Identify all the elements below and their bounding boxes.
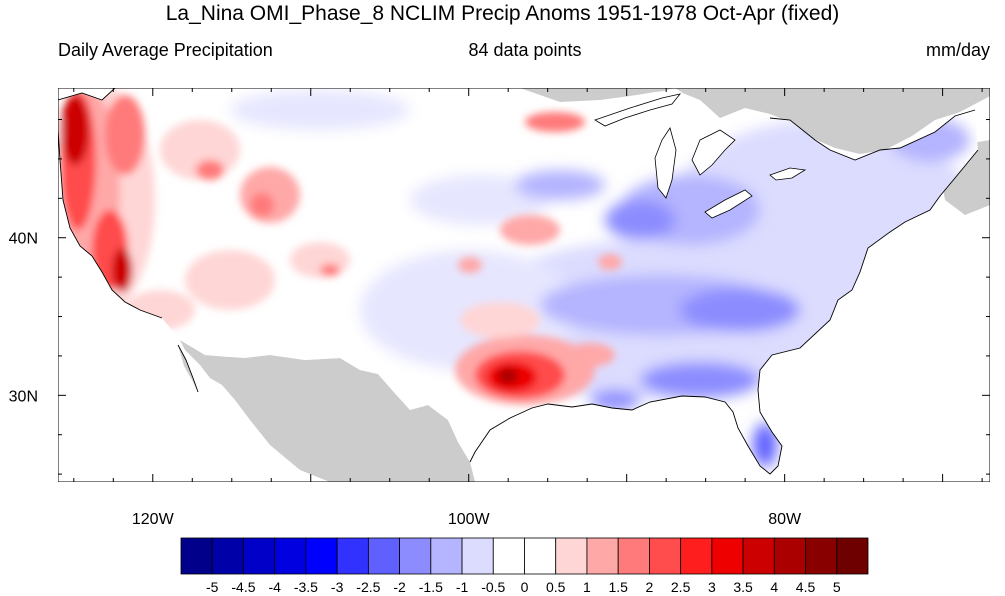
colorbar-label: 1 bbox=[583, 579, 591, 595]
lake-huron bbox=[691, 129, 736, 176]
colorbar-label: 4.5 bbox=[796, 579, 816, 595]
colorbar-swatch bbox=[555, 537, 588, 575]
x-tick-label: 120W bbox=[132, 511, 175, 528]
colorbar-label: 2.5 bbox=[671, 579, 691, 595]
colorbar-swatch bbox=[399, 537, 432, 575]
colorbar-label: 4 bbox=[770, 579, 778, 595]
colorbar-label: 0 bbox=[521, 579, 529, 595]
colorbar-swatch bbox=[180, 537, 213, 575]
colorbar-swatch bbox=[336, 537, 369, 575]
colorbar-swatch bbox=[524, 537, 557, 575]
colorbar-swatch bbox=[680, 537, 713, 575]
data-points-label: 84 data points bbox=[468, 40, 582, 60]
colorbar-swatch bbox=[492, 537, 525, 575]
colorbar-label: -4.5 bbox=[231, 579, 255, 595]
colorbar-label: 1.5 bbox=[608, 579, 628, 595]
colorbar-swatch bbox=[805, 537, 838, 575]
colorbar-label: -1.5 bbox=[419, 579, 443, 595]
y-tick-label: 40N bbox=[9, 231, 38, 248]
colorbar-label: 0.5 bbox=[546, 579, 566, 595]
y-tick-label: 30N bbox=[9, 388, 38, 405]
lake-superior bbox=[594, 93, 682, 127]
colorbar-swatch bbox=[773, 537, 806, 575]
colorbar-label: 3.5 bbox=[733, 579, 753, 595]
colorbar-label: -3 bbox=[331, 579, 344, 595]
colorbar-swatch bbox=[649, 537, 682, 575]
colorbar-label: -2.5 bbox=[356, 579, 380, 595]
variable-label: Daily Average Precipitation bbox=[58, 40, 273, 60]
x-tick-label: 80W bbox=[768, 511, 802, 528]
colorbar-label: 5 bbox=[833, 579, 841, 595]
colorbar-swatch bbox=[461, 537, 494, 575]
colorbar-label: -1 bbox=[456, 579, 469, 595]
canada-land-mask bbox=[520, 88, 990, 154]
colorbar-swatch bbox=[274, 537, 307, 575]
colorbar-label: -4 bbox=[268, 579, 281, 595]
map-axes: 120W 100W 80W 40N 30N bbox=[9, 88, 990, 528]
colorbar-label: -3.5 bbox=[294, 579, 318, 595]
colorbar-label: -2 bbox=[393, 579, 406, 595]
lake-erie bbox=[704, 189, 753, 219]
colorbar-swatch bbox=[243, 537, 276, 575]
colorbar-label: -5 bbox=[206, 579, 219, 595]
colorbar-swatch bbox=[836, 537, 869, 575]
map-title: La_Nina OMI_Phase_8 NCLIM Precip Anoms 1… bbox=[165, 2, 840, 25]
baja-peninsula bbox=[178, 345, 198, 392]
x-tick-label: 100W bbox=[448, 511, 491, 528]
colorbar-swatch bbox=[367, 537, 400, 575]
colorbar-swatch bbox=[586, 537, 619, 575]
colorbar-label: -0.5 bbox=[481, 579, 505, 595]
colorbar-swatch bbox=[211, 537, 244, 575]
units-label: mm/day bbox=[925, 40, 990, 60]
lake-michigan bbox=[654, 127, 677, 199]
coastline bbox=[58, 88, 979, 475]
colorbar-label: 3 bbox=[708, 579, 716, 595]
colorbar-swatch bbox=[742, 537, 775, 575]
colorbar-swatch bbox=[711, 537, 744, 575]
colorbar-label: 2 bbox=[646, 579, 654, 595]
mexico-land-mask bbox=[180, 340, 475, 482]
lake-ontario bbox=[769, 167, 807, 181]
colorbar-swatch bbox=[617, 537, 650, 575]
colorbar-swatch bbox=[430, 537, 463, 575]
colorbar: -5 -4.5 -4 -3.5 -3 -2.5 -2 -1.5 -1 -0.5 0 0.5 1 1.5 2 2… bbox=[180, 537, 869, 595]
colorbar-swatch bbox=[305, 537, 338, 575]
